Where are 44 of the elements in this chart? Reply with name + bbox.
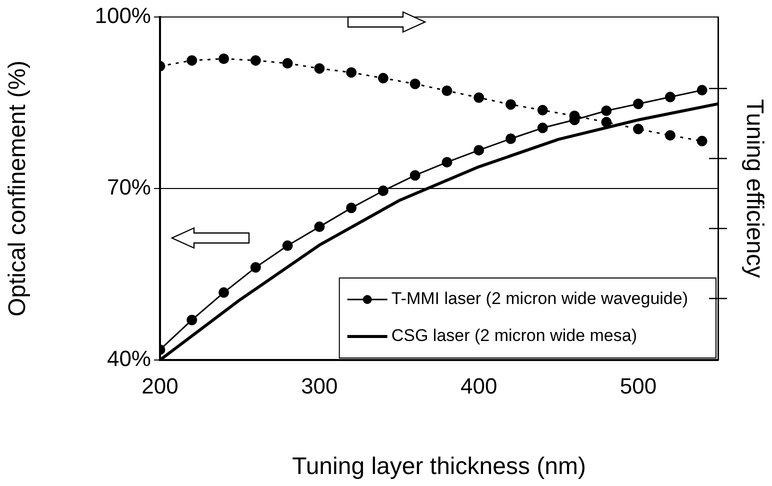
point xyxy=(474,144,484,156)
point xyxy=(633,98,644,110)
point xyxy=(537,122,548,134)
point xyxy=(346,202,357,214)
x-tick-label: 200 xyxy=(142,373,178,398)
point xyxy=(442,85,452,96)
point xyxy=(537,104,548,116)
y-tick-label: 100% xyxy=(94,3,151,28)
point xyxy=(378,72,388,84)
point xyxy=(696,136,708,146)
point xyxy=(601,106,612,116)
point xyxy=(186,314,198,326)
point xyxy=(633,124,644,134)
y-axis-title: Optical confinement (%) xyxy=(4,60,32,317)
point xyxy=(250,262,261,273)
point xyxy=(410,78,420,90)
point xyxy=(314,222,325,232)
y-tick-label: 40% xyxy=(106,346,151,372)
point xyxy=(664,130,676,141)
point xyxy=(186,55,198,66)
point xyxy=(346,67,357,78)
x-tick-label: 300 xyxy=(301,373,338,398)
point xyxy=(474,92,484,103)
point xyxy=(442,156,452,168)
point xyxy=(378,186,388,196)
x-axis-title: Tuning layer thickness (nm) xyxy=(292,453,586,480)
x-tick-label: 400 xyxy=(460,373,498,398)
x-tick-label: 500 xyxy=(620,373,657,398)
point xyxy=(505,134,516,144)
y-tick-label: 70% xyxy=(106,174,151,200)
point xyxy=(218,287,230,298)
point xyxy=(314,63,325,74)
point xyxy=(218,53,230,64)
legend-label: CSG laser (2 micron wide mesa) xyxy=(391,326,637,346)
point xyxy=(505,99,516,110)
point xyxy=(696,84,708,96)
point xyxy=(601,116,612,128)
point xyxy=(282,58,293,69)
legend-label: T-MMI laser (2 micron wide waveguide) xyxy=(391,289,688,308)
point xyxy=(282,240,293,251)
point xyxy=(664,92,676,102)
y2-axis-title: Tuning efficiency xyxy=(740,99,768,278)
point xyxy=(410,170,420,181)
point xyxy=(250,55,261,66)
